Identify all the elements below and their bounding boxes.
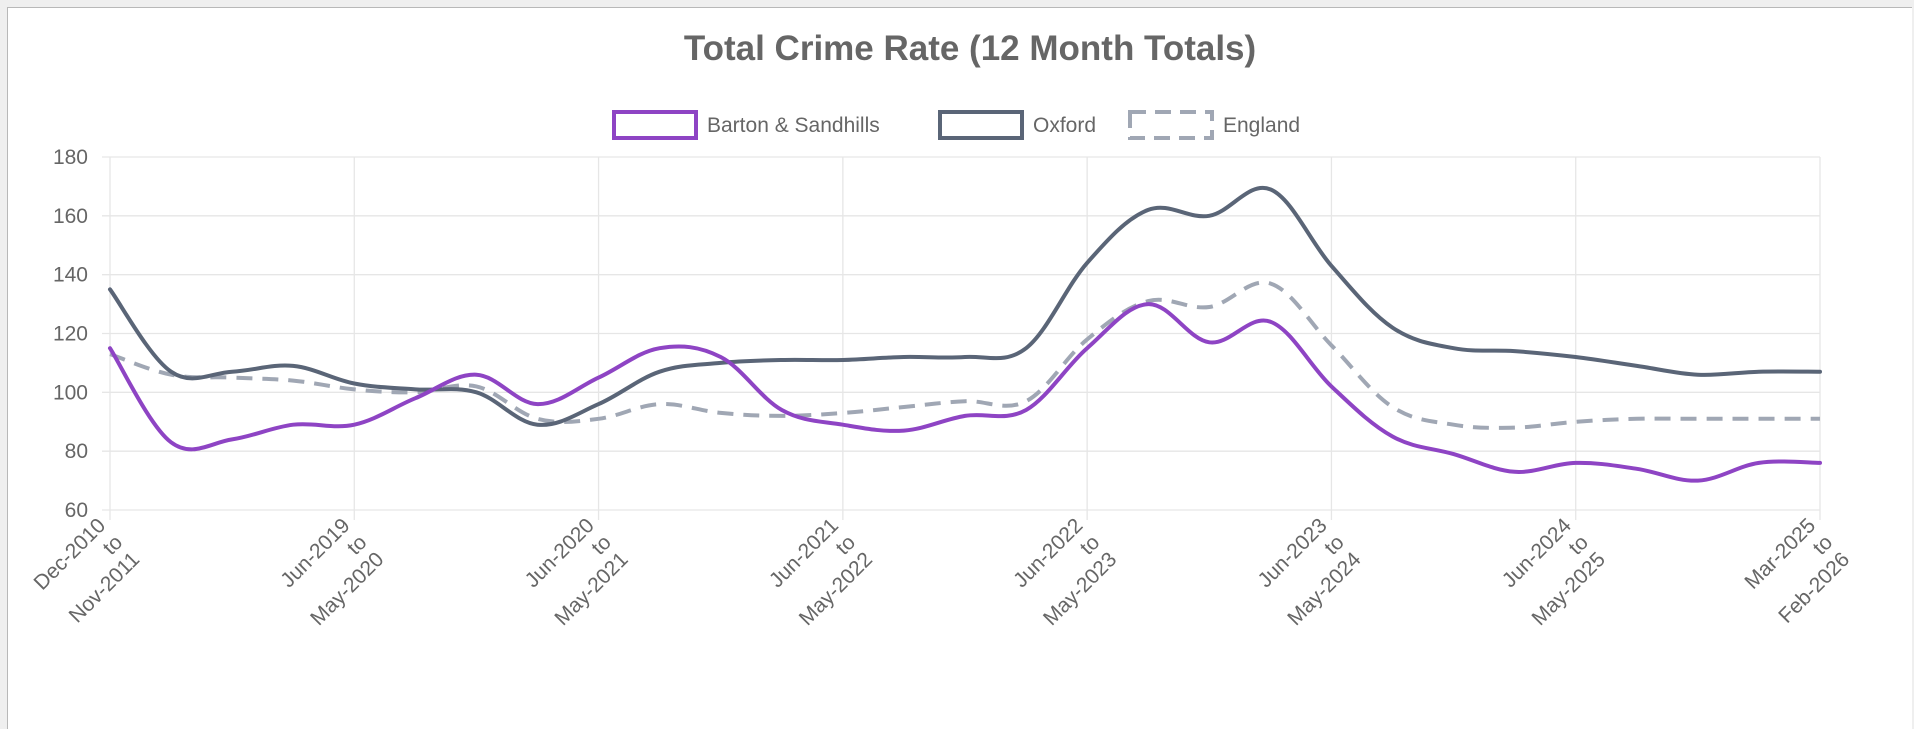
chart-title: Total Crime Rate (12 Month Totals) (684, 29, 1256, 68)
y-axis: 60 80 100 120 140 160 180 (53, 146, 88, 522)
legend-label: Barton & Sandhills (707, 114, 880, 137)
y-tick-label: 120 (53, 323, 88, 346)
legend-label: England (1223, 114, 1300, 137)
legend-item[interactable]: England (1128, 110, 1300, 140)
legend-item[interactable]: Oxford (938, 110, 1096, 140)
y-tick-label: 80 (65, 440, 88, 463)
legend-item[interactable]: Barton & Sandhills (612, 110, 880, 140)
series-line-barton-sandhills (108, 302, 1822, 483)
y-tick-label: 100 (53, 381, 88, 404)
legend-swatch (938, 110, 1024, 140)
series-line-england (109, 280, 1820, 430)
chart-legend: Barton & Sandhills Oxford England (612, 110, 1300, 140)
legend-swatch (612, 110, 698, 140)
y-tick-label: 60 (65, 499, 88, 522)
y-tick-label: 160 (53, 205, 88, 228)
chart-grid (102, 156, 1821, 520)
y-tick-label: 140 (53, 264, 88, 287)
y-tick-label: 180 (53, 146, 88, 169)
legend-label: Oxford (1033, 114, 1096, 137)
legend-swatch (1128, 110, 1214, 140)
chart-series (108, 185, 1822, 483)
series-line-oxford (108, 185, 1822, 427)
